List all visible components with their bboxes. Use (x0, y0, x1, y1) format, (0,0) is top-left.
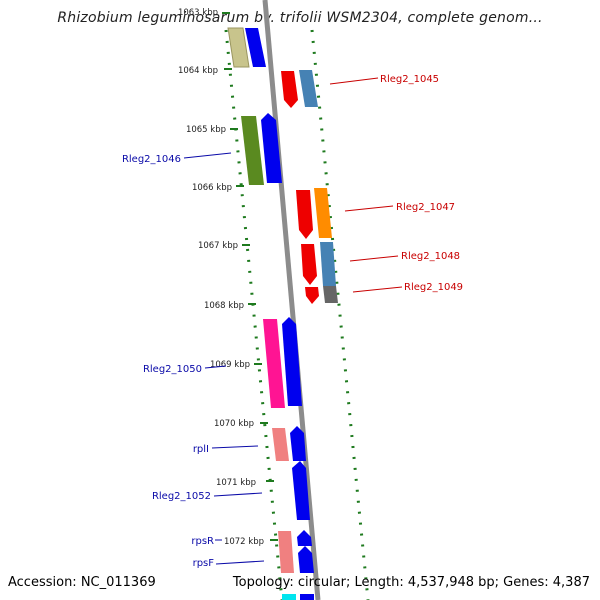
gene-feature-rpli-a (272, 428, 289, 461)
topology-label: Topology: circular; Length: 4,537,948 bp… (232, 575, 590, 590)
gene-feature-partial-blue (245, 28, 266, 67)
gene-feature-rleg2-1048-b (320, 242, 336, 286)
tick-label-1064: 1064 kbp (178, 66, 218, 76)
gene-label-rleg2-1048[interactable]: Rleg2_1048 (401, 251, 460, 262)
gene-label-rpli[interactable]: rplI (193, 444, 209, 455)
accession-label: Accession: NC_011369 (8, 575, 156, 590)
forward-features (227, 27, 314, 600)
leader-rleg2-1049 (352, 286, 403, 293)
gene-feature-rleg2-1050-a (263, 319, 285, 408)
gene-label-rleg2-1046[interactable]: Rleg2_1046 (122, 154, 181, 165)
tick-label-1069: 1069 kbp (210, 360, 250, 370)
gene-feature-rleg2-1049 (305, 287, 319, 304)
gene-feature-rleg2-1047-b (314, 188, 332, 238)
reverse-features (281, 70, 338, 304)
tick-marks (222, 12, 278, 541)
leader-rleg2-1052 (213, 492, 263, 497)
tick-label-1072: 1072 kbp (224, 537, 264, 547)
gene-feature-rpsf (298, 546, 314, 573)
gene-feature-rleg2-1052 (292, 461, 310, 520)
gene-feature-rpli (290, 426, 306, 461)
gene-label-rpsf[interactable]: rpsF (193, 558, 215, 569)
gene-feature-partial (227, 27, 250, 68)
gene-label-rleg2-1045[interactable]: Rleg2_1045 (380, 74, 439, 85)
leader-rleg2-1050 (204, 365, 227, 369)
gene-label-rleg2-1049[interactable]: Rleg2_1049 (404, 282, 463, 293)
leader-rleg2-1048 (349, 255, 399, 262)
tick-label-1066: 1066 kbp (192, 183, 232, 193)
gene-label-rleg2-1050[interactable]: Rleg2_1050 (143, 364, 202, 375)
gene-label-rleg2-1047[interactable]: Rleg2_1047 (396, 202, 455, 213)
genome-title: Rhizobium leguminosarum bv. trifolii WSM… (57, 10, 543, 26)
reverse-track (310, 29, 370, 600)
gene-feature-rpsr-a (278, 531, 294, 573)
gene-feature-rleg2-1046-a (241, 116, 264, 185)
gene-feature-rleg2-1046 (261, 113, 282, 183)
tick-label-1063: 1063 kbp (178, 8, 218, 18)
gene-feature-next-cyan (282, 594, 296, 600)
leader-rleg2-1045 (329, 77, 379, 85)
gene-feature-rleg2-1048 (301, 244, 317, 285)
gene-feature-rleg2-1047 (296, 190, 313, 239)
gene-label-rleg2-1052[interactable]: Rleg2_1052 (152, 491, 211, 502)
gene-feature-rleg2-1045 (281, 71, 298, 108)
tick-label-1067: 1067 kbp (198, 241, 238, 251)
gene-feature-next-blue (300, 594, 314, 600)
gene-feature-rleg2-1045-b (299, 70, 318, 107)
gene-feature-rpsr (297, 530, 312, 546)
genome-backbone (262, 0, 321, 600)
tick-label-1071: 1071 kbp (216, 478, 256, 488)
gene-feature-rleg2-1049-b (323, 286, 338, 303)
tick-label-1065: 1065 kbp (186, 125, 226, 135)
forward-track (224, 29, 284, 600)
gene-feature-rleg2-1050 (282, 317, 302, 406)
leader-rpsf (215, 560, 265, 565)
tick-label-1068: 1068 kbp (204, 301, 244, 311)
leader-rleg2-1046 (183, 152, 232, 159)
leader-rleg2-1047 (344, 205, 394, 212)
leader-rpli (211, 445, 259, 449)
gene-label-rpsr[interactable]: rpsR (191, 536, 214, 547)
tick-label-1070: 1070 kbp (214, 419, 254, 429)
